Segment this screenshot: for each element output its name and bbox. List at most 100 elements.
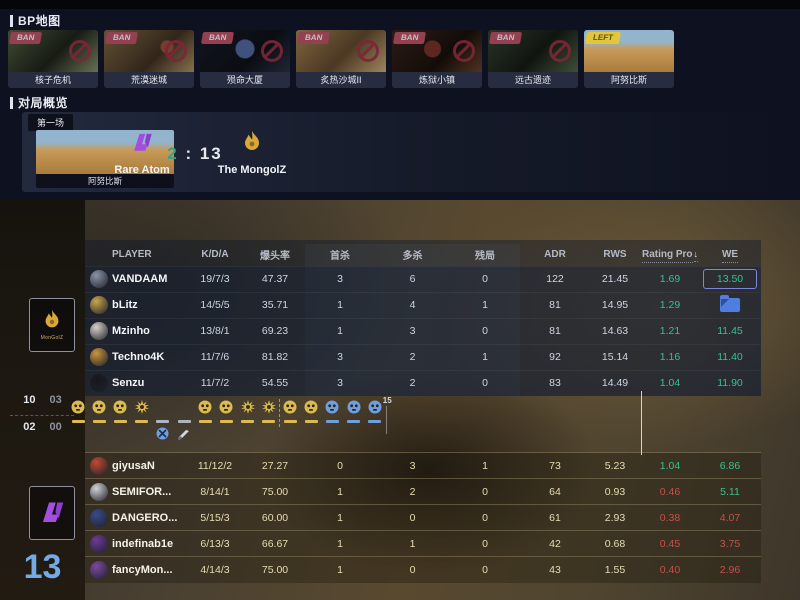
folder-icon[interactable] [720,295,740,312]
we-value: 6.86 [719,460,741,472]
map-card[interactable]: BAN 炙热沙城II [296,30,386,88]
player-avatar-cell[interactable] [85,561,112,579]
kda-value: 6/13/3 [200,538,230,550]
player-name[interactable]: DANGERO... [112,512,178,524]
round-5-marker [156,420,170,423]
rating-pro-value: 0.45 [659,538,681,550]
player-avatar[interactable] [89,270,108,288]
adr-value: 83 [549,377,561,389]
rating-pro-value: 1.29 [659,299,681,311]
player-name[interactable]: Senzu [112,377,145,389]
round-7-skull-icon[interactable] [198,400,212,414]
round-4-boom-icon[interactable] [134,400,149,414]
player-row[interactable]: Mzinho 13/8/1 69.23 1 3 0 81 14.63 1.21 … [85,318,761,344]
player-avatar[interactable] [89,348,108,366]
round-11-skull-icon[interactable] [283,400,297,414]
player-avatar-cell[interactable] [85,296,112,314]
player-name[interactable]: giyusaN [112,460,155,472]
adr-value: 61 [549,512,561,524]
map-card[interactable]: LEFT 阿努比斯 [584,30,674,88]
score-sidebar: MonGolZ 13 10 03 02 00 02 [0,200,85,600]
player-row[interactable]: bLitz 14/5/5 35.71 1 4 1 81 14.95 1.29 [85,292,761,318]
rws-value: 0.93 [604,486,626,498]
round-14-skull-icon[interactable] [347,400,361,414]
player-row[interactable]: giyusaN 11/12/2 27.27 0 3 1 73 5.23 1.04… [85,452,761,479]
map-thumbnail: BAN [200,30,290,72]
rare-atom-team-logo-box[interactable] [29,486,75,540]
map-name-label: 炙热沙城II [296,72,386,88]
game-number-tag[interactable]: 第一场 [28,114,74,131]
round-8-skull-icon[interactable] [219,400,233,414]
player-name[interactable]: indefinab1e [112,538,174,550]
map-card[interactable]: BAN 炼狱小镇 [392,30,482,88]
player-avatar-cell[interactable] [85,483,112,501]
first-kill-value: 1 [337,538,343,550]
left-team-score: 2 [167,144,179,163]
player-row[interactable]: DANGERO... 5/15/3 60.00 1 0 0 61 2.93 0.… [85,504,761,531]
player-avatar-cell[interactable] [85,270,112,288]
player-avatar[interactable] [89,322,108,340]
player-avatar-cell[interactable] [85,457,112,475]
round-12-skull-icon[interactable] [304,400,318,414]
player-avatar-cell[interactable] [85,509,112,527]
map-thumbnail: BAN [488,30,578,72]
round-15-skull-icon[interactable] [368,400,382,414]
player-avatar[interactable] [89,483,108,501]
player-avatar[interactable] [89,561,108,579]
headshot-rate-value: 35.71 [261,299,289,311]
player-name[interactable]: fancyMon... [112,564,173,576]
round-5-defuse-icon[interactable] [156,427,170,441]
player-row[interactable]: Senzu 11/7/2 54.55 3 2 0 83 14.49 1.04 1… [85,370,761,396]
adr-value: 122 [546,273,564,285]
first-kill-value: 0 [337,460,343,472]
sort-descending-icon[interactable]: ↓ [693,248,699,262]
player-row[interactable]: fancyMon... 4/14/3 75.00 1 0 0 43 1.55 0… [85,556,761,583]
round-2-skull-icon[interactable] [92,400,106,414]
column-header-Rating Pro[interactable]: Rating Pro↓ [640,248,700,263]
round-13-skull-icon[interactable] [325,400,339,414]
bp-section-title: BP地图 [10,12,61,29]
last-round-number: 15 [382,396,392,405]
map-card[interactable]: BAN 荒漠迷城 [104,30,194,88]
player-avatar[interactable] [89,457,108,475]
ban-prohibited-icon [69,40,91,62]
we-value-selected[interactable]: 13.50 [703,269,757,289]
column-header-WE[interactable]: WE [700,248,760,263]
map-card[interactable]: BAN 核子危机 [8,30,98,88]
clutch-value: 0 [482,486,488,498]
we-cell [700,295,760,312]
round-6-knife-icon[interactable] [177,427,191,441]
headshot-rate-value: 75.00 [261,486,289,498]
round-10-boom-icon[interactable] [261,400,276,414]
player-row[interactable]: VANDAAM 19/7/3 47.37 3 6 0 122 21.45 1.6… [85,266,761,292]
round-1-skull-icon[interactable] [71,400,85,414]
player-row[interactable]: indefinab1e 6/13/3 66.67 1 1 0 42 0.68 0… [85,530,761,557]
player-name[interactable]: Techno4K [112,351,165,363]
multi-kill-value: 2 [409,351,416,363]
we-value: 11.45 [717,325,743,337]
player-row[interactable]: Techno4K 11/7/6 81.82 3 2 1 92 15.14 1.1… [85,344,761,370]
player-avatar[interactable] [89,535,108,553]
player-name[interactable]: SEMIFOR... [112,486,172,498]
mongolz-team-logo-box[interactable]: MonGolZ [29,298,75,352]
player-avatar-cell[interactable] [85,322,112,340]
player-name[interactable]: Mzinho [112,325,150,337]
player-avatar-cell[interactable] [85,348,112,366]
player-avatar-cell[interactable] [85,374,112,392]
player-name[interactable]: VANDAAM [112,273,168,285]
rating-pro-value: 0.46 [659,486,681,498]
map-status-badge: LEFT [584,32,622,44]
player-avatar[interactable] [89,509,108,527]
team-name[interactable]: Rare Atom [114,164,170,176]
round-3-skull-icon[interactable] [113,400,127,414]
map-card[interactable]: BAN 殒命大厦 [200,30,290,88]
team-name[interactable]: The MongolZ [217,164,287,176]
round-9-boom-icon[interactable] [240,400,255,414]
player-avatar[interactable] [89,374,108,392]
player-avatar-cell[interactable] [85,535,112,553]
player-name[interactable]: bLitz [112,299,138,311]
match-overview-panel[interactable]: 第一场 阿努比斯 Rare Atom 2 : 13 The MongolZ [22,112,778,192]
map-card[interactable]: BAN 远古遗迹 [488,30,578,88]
player-avatar[interactable] [89,296,108,314]
player-row[interactable]: SEMIFOR... 8/14/1 75.00 1 2 0 64 0.93 0.… [85,478,761,505]
